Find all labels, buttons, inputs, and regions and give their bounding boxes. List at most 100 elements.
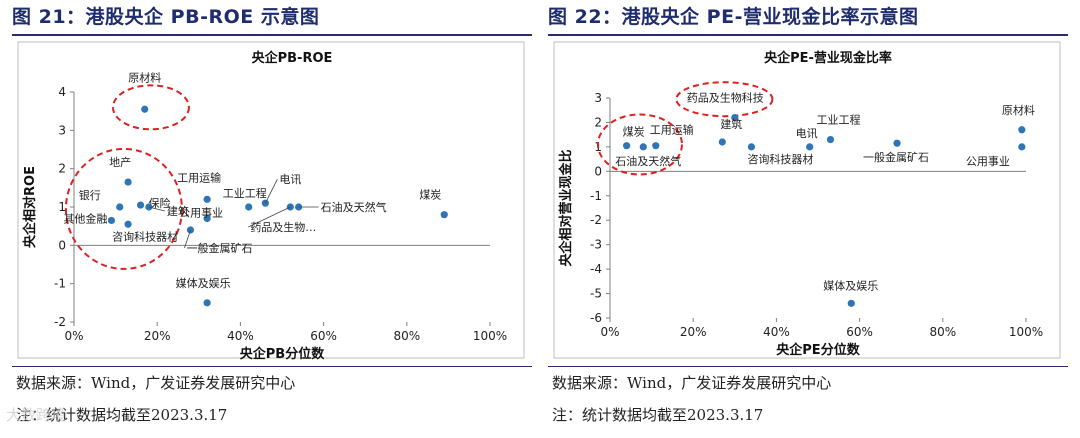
data-point [718,138,726,146]
label-leader [248,206,291,228]
point-label: 咨询科技器材 [747,152,813,166]
y-tick-label: 3 [594,91,602,105]
data-point [1018,143,1026,151]
label-leader [184,229,191,249]
point-label: 银行 [79,188,101,202]
data-point [639,143,647,151]
x-tick-label: 100% [473,329,507,343]
y-axis-title: 央企相对营业现金比 [558,149,574,266]
chart-frame [553,41,1061,359]
data-point [731,113,739,122]
point-label: 原材料 [128,70,161,84]
title-rule [548,34,1068,36]
point-label: 一般金属矿石 [186,241,252,255]
x-tick-label: 60% [310,329,337,343]
point-label: 公用事业 [179,207,223,220]
y-tick-label: 0 [594,164,602,178]
data-point [623,142,631,150]
y-axis-title: 央企相对ROE [22,166,38,248]
data-source: 数据来源：Wind，广发证券发展研究中心 [16,374,296,392]
x-axis-title: 央企PE分位数 [776,342,860,358]
highlight-ellipse [111,84,190,131]
x-tick-label: 20% [144,329,171,343]
data-point [124,220,132,228]
point-label: 石油及天然气 [615,154,681,168]
point-label: 煤炭 [419,189,441,202]
data-point [440,211,448,219]
point-label: 建筑 [167,204,189,218]
y-tick-label: -6 [590,311,602,325]
data-point [107,216,116,225]
point-label: 煤炭 [623,126,645,139]
x-tick-label: 80% [929,325,956,339]
data-point [826,135,835,144]
data-point [116,203,124,211]
label-leader [265,178,278,204]
highlight-ellipse [675,81,774,118]
data-point [747,143,756,151]
data-point [847,299,855,307]
y-tick-label: -3 [590,238,602,252]
highlight-ellipse [64,147,183,270]
chart-frame [17,41,525,359]
point-label: 其他金融 [63,211,107,225]
point-label: 保险 [149,196,171,210]
data-point [141,105,149,113]
point-label: 建筑 [720,117,742,131]
y-tick-label: 2 [58,162,66,176]
point-label: 媒体及娱乐 [823,278,878,292]
y-tick-label: 2 [594,115,602,129]
point-label: 电讯 [796,127,818,140]
source-rule [548,366,1068,367]
watermark: 大数跨境 [6,406,67,424]
source-rule [12,366,532,367]
point-label: 电讯 [279,173,301,186]
point-label: 药品及生物… [250,220,316,234]
x-tick-label: 60% [846,325,873,339]
title-rule [12,34,532,36]
figure-title: 图 22：港股央企 PE-营业现金比率示意图 [548,6,919,28]
data-point [245,203,253,211]
chart-title: 央企PB-ROE [252,50,333,66]
point-label: 地产 [109,155,131,169]
point-label: 工业工程 [816,114,860,127]
y-tick-label: -1 [590,189,602,203]
figure-21: 图 21：港股央企 PB-ROE 示意图 央企PB-ROE -2 -1 0 1 2 3 4 0%… [12,0,532,438]
point-label: 工用运输 [177,170,221,184]
data-point [203,214,211,223]
data-note: 注：统计数据均截至2023.3.17 [552,406,764,424]
point-label: 工业工程 [223,187,267,200]
y-tick-label: -5 [590,287,602,301]
y-tick-label: -2 [590,213,602,227]
x-tick-label: 100% [1009,325,1043,339]
point-label: 工用运输 [650,123,694,137]
x-tick-label: 0% [600,325,619,339]
x-tick-label: 20% [680,325,707,339]
x-tick-label: 40% [763,325,790,339]
chart-title: 央企PE-营业现金比率 [764,50,892,66]
x-axis-title: 央企PB分位数 [240,346,325,362]
data-point [893,139,901,147]
point-label: 药品及生物科技 [687,91,764,105]
y-tick-label: 4 [58,85,66,99]
figure-title: 图 21：港股央企 PB-ROE 示意图 [12,6,320,28]
point-label: 公用事业 [966,155,1010,168]
data-point [124,178,132,186]
x-tick-label: 80% [393,329,420,343]
point-label: 原材料 [1002,103,1035,117]
y-tick-label: 0 [58,238,66,252]
x-tick-label: 0% [64,329,83,343]
y-tick-label: -2 [54,315,66,329]
point-label: 一般金属矿石 [863,150,929,164]
data-source: 数据来源：Wind，广发证券发展研究中心 [552,374,832,392]
point-label: 石油及天然气 [321,200,387,214]
data-note: 注：统计数据均截至2023.3.17 [16,406,228,424]
data-point [203,299,211,307]
data-point [806,143,814,151]
y-tick-label: -1 [54,277,66,291]
y-tick-label: -4 [590,262,602,276]
point-label: 咨询科技器材 [112,229,178,243]
y-tick-label: 3 [58,123,66,137]
